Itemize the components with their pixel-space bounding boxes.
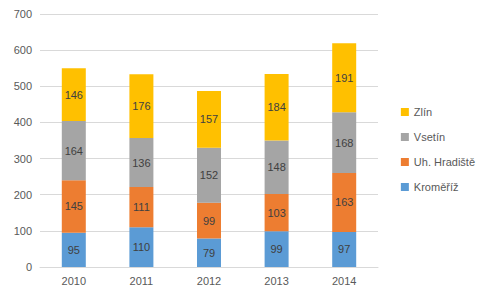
svg-text:500: 500: [14, 80, 32, 92]
svg-text:191: 191: [335, 72, 353, 84]
svg-text:2012: 2012: [197, 275, 221, 287]
svg-text:176: 176: [132, 100, 150, 112]
svg-text:2014: 2014: [332, 275, 356, 287]
svg-text:600: 600: [14, 44, 32, 56]
svg-text:95: 95: [68, 244, 80, 256]
svg-text:100: 100: [14, 225, 32, 237]
svg-text:200: 200: [14, 189, 32, 201]
svg-text:2011: 2011: [130, 275, 154, 287]
svg-text:300: 300: [14, 153, 32, 165]
svg-text:2013: 2013: [264, 275, 288, 287]
svg-text:97: 97: [338, 243, 350, 255]
svg-text:99: 99: [203, 215, 215, 227]
svg-text:0: 0: [26, 261, 32, 273]
svg-text:Vsetín: Vsetín: [414, 131, 445, 143]
svg-text:111: 111: [133, 201, 150, 213]
svg-text:Kroměříž: Kroměříž: [414, 181, 459, 193]
svg-text:136: 136: [132, 157, 150, 169]
svg-text:184: 184: [267, 101, 285, 113]
svg-text:79: 79: [203, 247, 215, 259]
svg-text:168: 168: [335, 137, 353, 149]
svg-text:99: 99: [270, 243, 282, 255]
svg-text:700: 700: [14, 8, 32, 20]
svg-text:Zlín: Zlín: [414, 106, 432, 118]
svg-text:146: 146: [65, 89, 83, 101]
svg-text:164: 164: [65, 145, 83, 157]
svg-text:157: 157: [200, 113, 218, 125]
svg-text:2010: 2010: [62, 275, 86, 287]
svg-text:110: 110: [133, 241, 151, 253]
svg-text:103: 103: [267, 207, 285, 219]
svg-text:145: 145: [65, 200, 83, 212]
svg-text:163: 163: [335, 196, 353, 208]
svg-text:400: 400: [14, 116, 32, 128]
svg-text:148: 148: [267, 161, 285, 173]
svg-text:Uh. Hradiště: Uh. Hradiště: [414, 156, 475, 168]
svg-text:152: 152: [200, 169, 218, 181]
